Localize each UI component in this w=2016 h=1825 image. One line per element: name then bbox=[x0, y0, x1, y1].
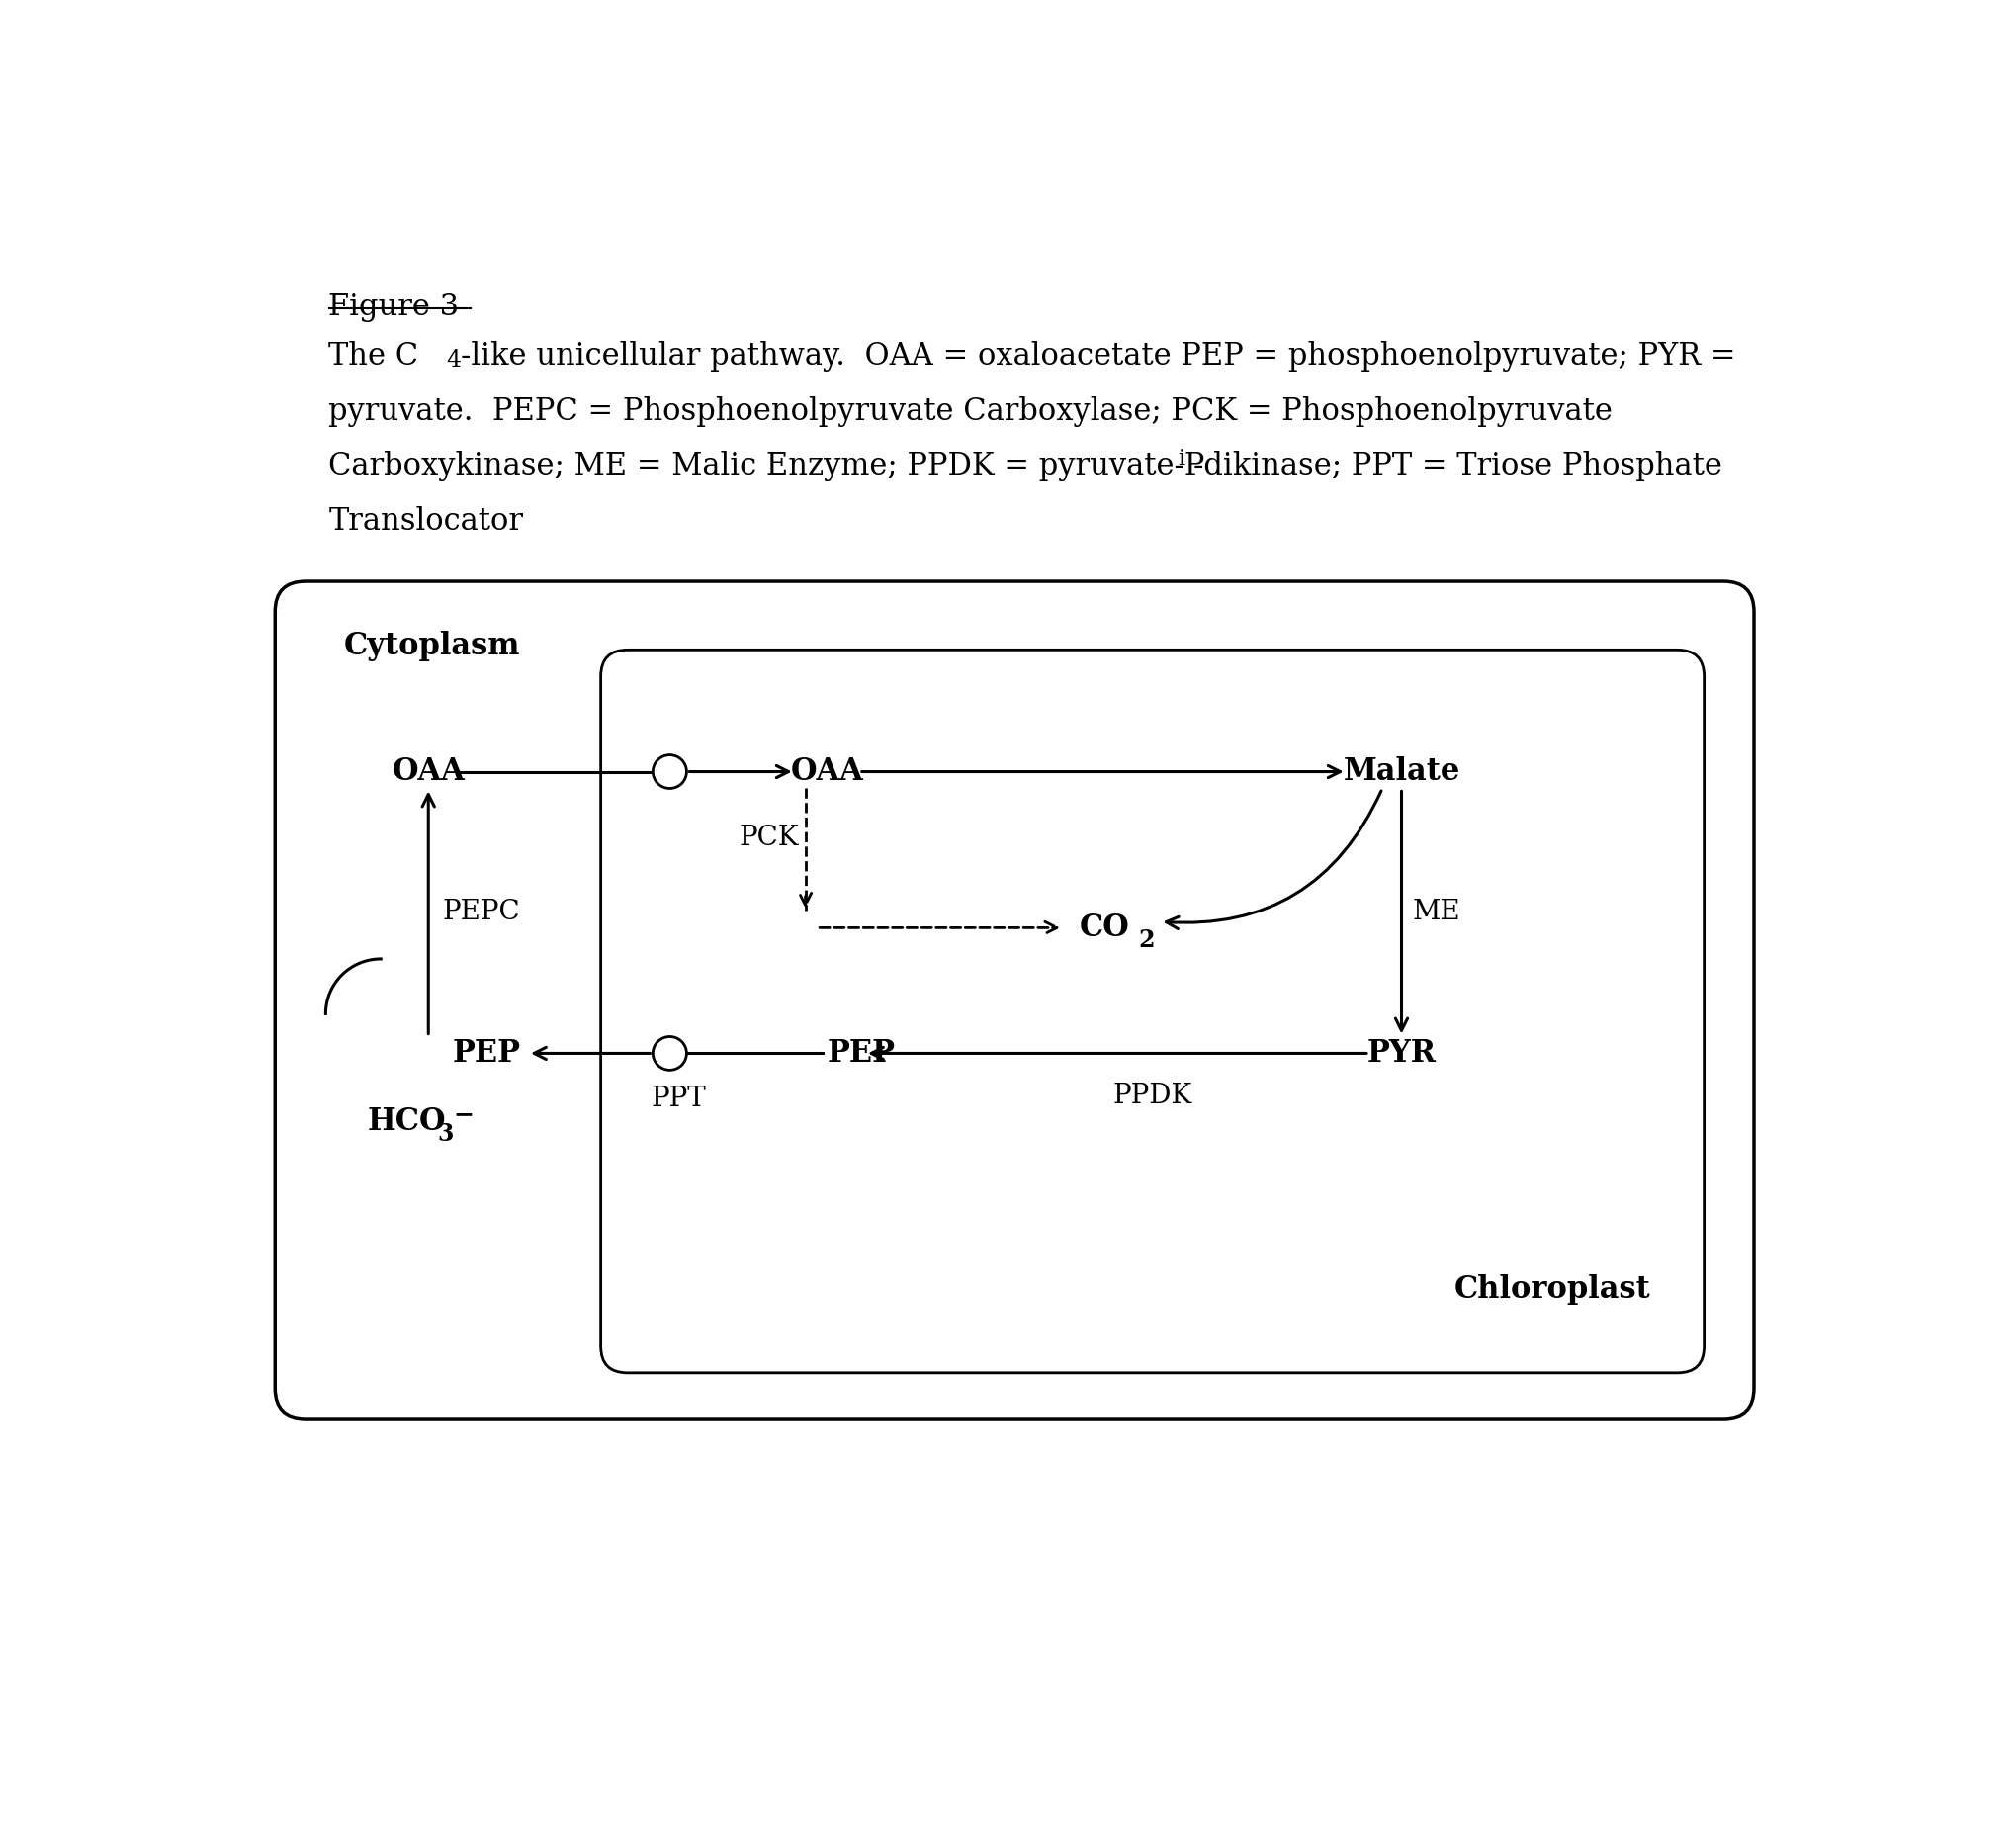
Text: pyruvate.  PEPC = Phosphoenolpyruvate Carboxylase; PCK = Phosphoenolpyruvate: pyruvate. PEPC = Phosphoenolpyruvate Car… bbox=[329, 396, 1613, 427]
Text: CO: CO bbox=[1079, 912, 1129, 944]
Text: HCO: HCO bbox=[367, 1106, 446, 1137]
Text: 4: 4 bbox=[446, 349, 462, 372]
Text: -dikinase; PPT = Triose Phosphate: -dikinase; PPT = Triose Phosphate bbox=[1193, 451, 1722, 482]
Text: Chloroplast: Chloroplast bbox=[1454, 1274, 1649, 1305]
Circle shape bbox=[653, 1037, 685, 1069]
Text: The C: The C bbox=[329, 341, 419, 372]
Text: OAA: OAA bbox=[790, 756, 863, 787]
Text: Cytoplasm: Cytoplasm bbox=[345, 631, 520, 661]
Text: i: i bbox=[1177, 447, 1183, 469]
Text: PCK: PCK bbox=[740, 825, 798, 852]
Text: 3: 3 bbox=[437, 1122, 454, 1146]
FancyBboxPatch shape bbox=[274, 582, 1754, 1418]
Text: PEPC: PEPC bbox=[442, 900, 520, 925]
Text: Translocator: Translocator bbox=[329, 506, 524, 537]
Text: -like unicellular pathway.  OAA = oxaloacetate PEP = phosphoenolpyruvate; PYR =: -like unicellular pathway. OAA = oxaloac… bbox=[460, 341, 1734, 372]
Text: PEP: PEP bbox=[827, 1038, 895, 1069]
Text: PPT: PPT bbox=[651, 1086, 706, 1111]
Text: PEP: PEP bbox=[452, 1038, 520, 1069]
Text: OAA: OAA bbox=[391, 756, 464, 787]
Text: Figure 3: Figure 3 bbox=[329, 292, 460, 323]
Text: PYR: PYR bbox=[1367, 1038, 1435, 1069]
Text: ME: ME bbox=[1413, 900, 1460, 925]
Text: −: − bbox=[454, 1102, 474, 1126]
Text: PPDK: PPDK bbox=[1113, 1082, 1191, 1110]
Text: 2: 2 bbox=[1139, 929, 1155, 953]
Text: Carboxykinase; ME = Malic Enzyme; PPDK = pyruvate-P: Carboxykinase; ME = Malic Enzyme; PPDK =… bbox=[329, 451, 1204, 482]
Text: Malate: Malate bbox=[1343, 756, 1460, 787]
FancyBboxPatch shape bbox=[601, 650, 1704, 1372]
Circle shape bbox=[653, 756, 685, 788]
